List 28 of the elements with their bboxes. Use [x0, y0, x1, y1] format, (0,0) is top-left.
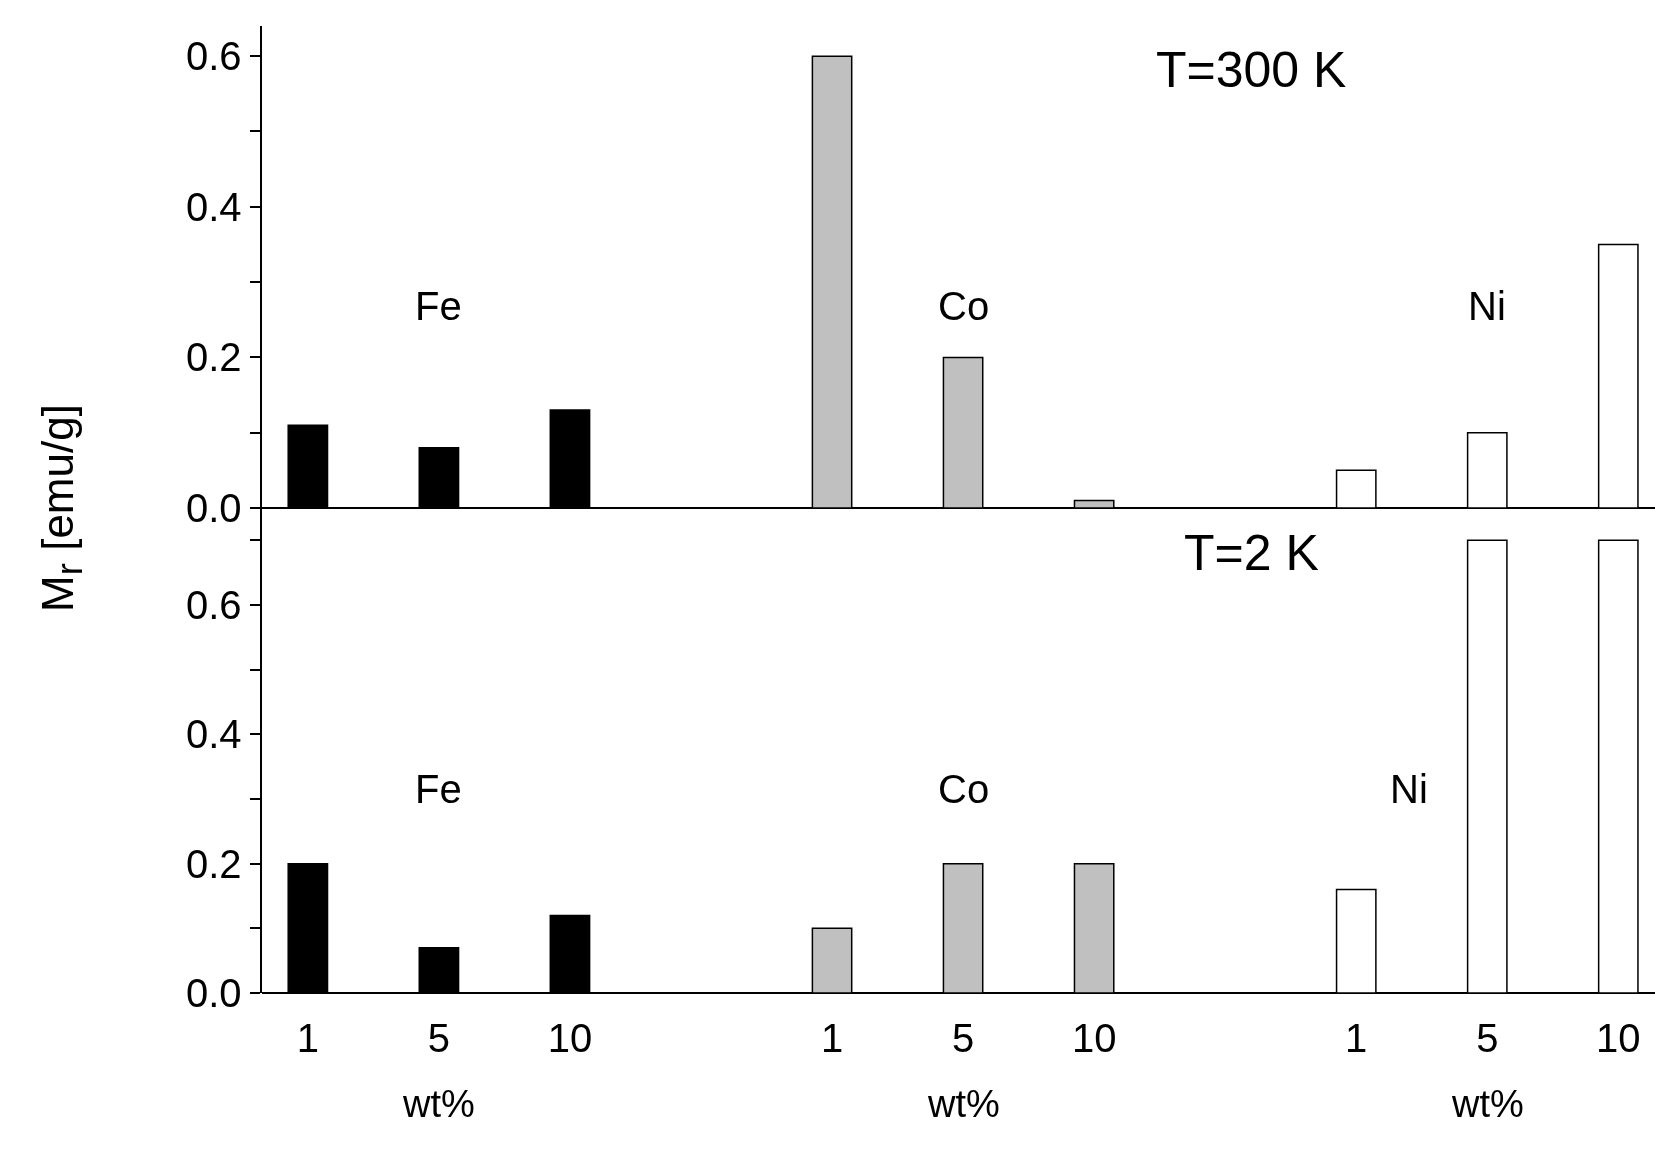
x-tick-label: 1 — [296, 1016, 319, 1060]
x-tick-label: 5 — [951, 1016, 975, 1060]
chart-title: T=300 K — [1156, 42, 1347, 98]
x-tick-label: 10 — [1596, 1016, 1641, 1060]
text: Fe — [415, 767, 462, 811]
series-label: Co — [938, 767, 990, 811]
x-tick-label: 10 — [547, 1016, 593, 1060]
y-tick-label: 0.6 — [185, 583, 242, 627]
text: wt% — [1452, 1083, 1524, 1125]
y-tick-label: 0.2 — [185, 841, 242, 886]
series-label: Ni — [1390, 767, 1428, 811]
x-tick-label: 1 — [820, 1016, 844, 1060]
y-tick-label: 0.4 — [185, 712, 242, 757]
x-tick-label: 1 — [1345, 1016, 1368, 1060]
y-tick-label: 0.2 — [185, 335, 242, 380]
y-tick-label: 0.6 — [185, 34, 242, 79]
y-tick-label: 0.0 — [185, 971, 242, 1015]
series-label: Co — [938, 284, 990, 328]
y-tick-label: 0.0 — [185, 486, 242, 530]
y-tick-label: 0.4 — [185, 184, 242, 229]
text: Fe — [415, 284, 462, 328]
x-tick-label: 10 — [1071, 1016, 1117, 1060]
text: Ni — [1468, 284, 1506, 328]
x-tick-label: 5 — [1476, 1016, 1499, 1060]
x-tick-label: 5 — [427, 1016, 451, 1060]
x-axis-title: wt% — [402, 1083, 475, 1125]
chart-title: T=2 K — [1184, 525, 1319, 581]
text: wt% — [928, 1083, 1000, 1125]
